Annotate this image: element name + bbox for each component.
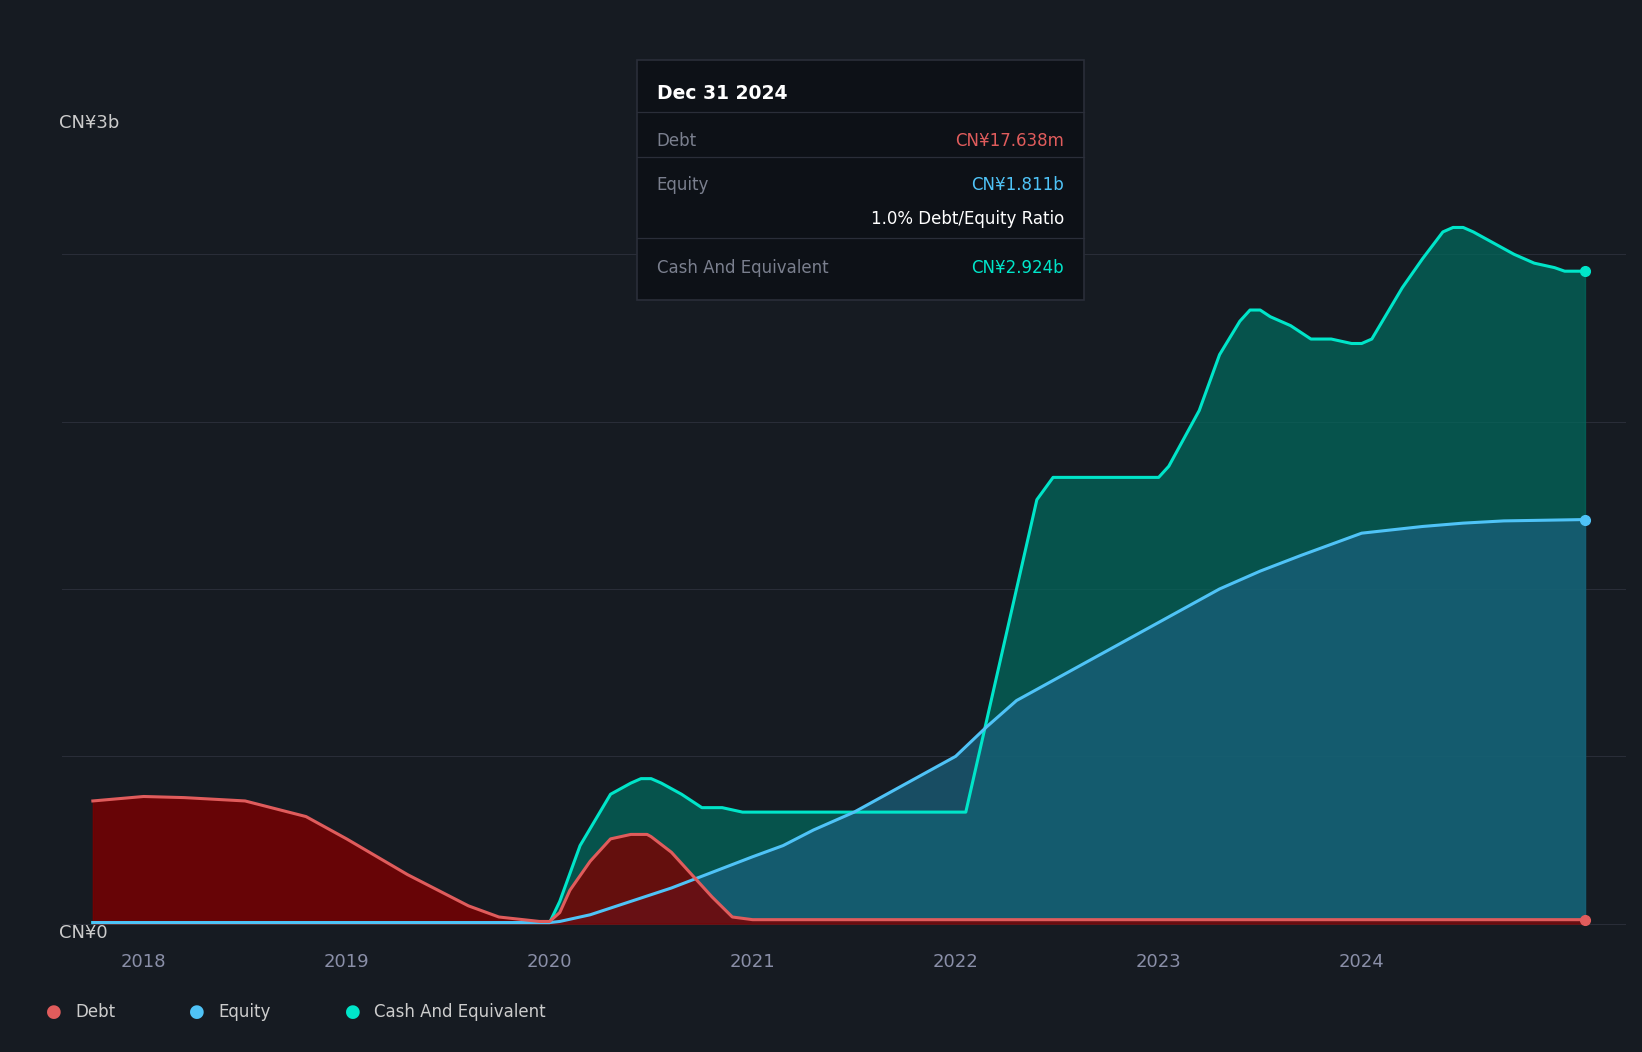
- Text: ●: ●: [46, 1003, 62, 1021]
- Text: Equity: Equity: [218, 1003, 271, 1021]
- Text: CN¥17.638m: CN¥17.638m: [956, 132, 1064, 149]
- Text: CN¥3b: CN¥3b: [59, 114, 120, 132]
- Text: ●: ●: [189, 1003, 205, 1021]
- Text: ●: ●: [345, 1003, 361, 1021]
- Text: Debt: Debt: [76, 1003, 115, 1021]
- Text: Debt: Debt: [657, 132, 696, 149]
- Text: 1.0% Debt/Equity Ratio: 1.0% Debt/Equity Ratio: [870, 210, 1064, 228]
- Text: CN¥1.811b: CN¥1.811b: [972, 177, 1064, 195]
- Text: Dec 31 2024: Dec 31 2024: [657, 84, 787, 103]
- Text: CN¥0: CN¥0: [59, 924, 108, 942]
- Text: Cash And Equivalent: Cash And Equivalent: [657, 259, 829, 277]
- Text: CN¥2.924b: CN¥2.924b: [972, 259, 1064, 277]
- Text: Equity: Equity: [657, 177, 709, 195]
- Text: Cash And Equivalent: Cash And Equivalent: [374, 1003, 547, 1021]
